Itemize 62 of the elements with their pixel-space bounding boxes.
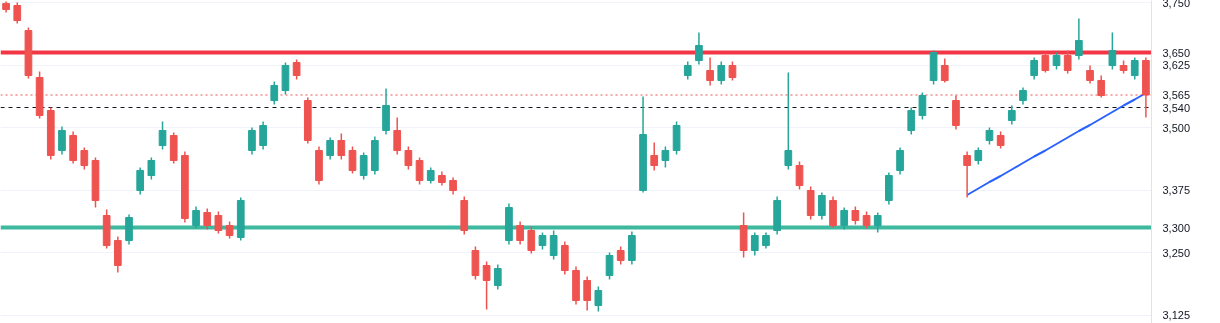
candlestick [203,207,212,231]
candlestick [214,210,223,235]
y-tick-label: 3,500 [1162,121,1191,134]
candlestick [125,213,133,246]
ref-line-label: 3,650 [1162,46,1191,59]
candlestick [404,145,413,171]
candlestick [940,57,949,84]
y-tick-label: 3,625 [1162,59,1191,71]
candlestick [795,160,804,191]
candlestick [80,146,89,171]
candlestick [784,71,793,171]
candlestick [415,156,424,186]
candlestick [58,125,66,156]
candlestick [337,132,346,161]
candlestick [147,156,156,181]
candlestick [359,151,368,181]
ref-line-label: 3,300 [1162,221,1191,234]
candlestick [248,126,256,156]
candlestick [158,120,167,151]
candlestick [750,231,759,257]
candlestick [482,260,491,311]
candlestick [493,263,502,291]
candlestick [1030,56,1039,81]
candlestick [605,251,614,281]
candlestick [348,145,357,175]
y-tick-label: 3,250 [1162,246,1191,259]
candlestick [896,146,904,176]
candlestick [549,229,558,261]
candlestick [393,116,402,156]
candlestick [706,56,714,87]
candlestick [717,60,726,86]
y-tick-label: 3,125 [1162,309,1191,321]
candlestick [661,145,670,169]
candlestick [650,141,659,172]
y-tick-label: 3,375 [1162,184,1191,196]
ref-line-label: 3,540 [1162,101,1191,114]
candlestick [695,31,703,66]
candlestick [583,275,592,312]
candlestick [873,211,882,234]
candlestick [907,106,916,136]
candlestick [192,205,200,230]
candlestick [516,220,524,246]
candlestick [728,60,737,82]
candlestick [527,225,536,255]
candlestick [840,206,849,231]
candlestick [817,191,826,221]
candlestick [1007,104,1016,126]
candlestick [1075,17,1083,61]
candlestick [594,285,603,313]
candlestick [1108,31,1117,71]
candlestick [259,120,267,151]
candlestick [136,166,145,196]
candlestick [1041,51,1050,74]
candlestick [326,136,335,161]
candlestick [1130,56,1139,81]
ref-line-label: 3,565 [1162,89,1191,101]
candlestick [918,91,927,121]
candlestick [1063,49,1072,75]
candlestick [963,150,971,199]
candlestick [270,80,279,106]
candlestick [292,58,301,81]
candlestick [13,1,22,25]
